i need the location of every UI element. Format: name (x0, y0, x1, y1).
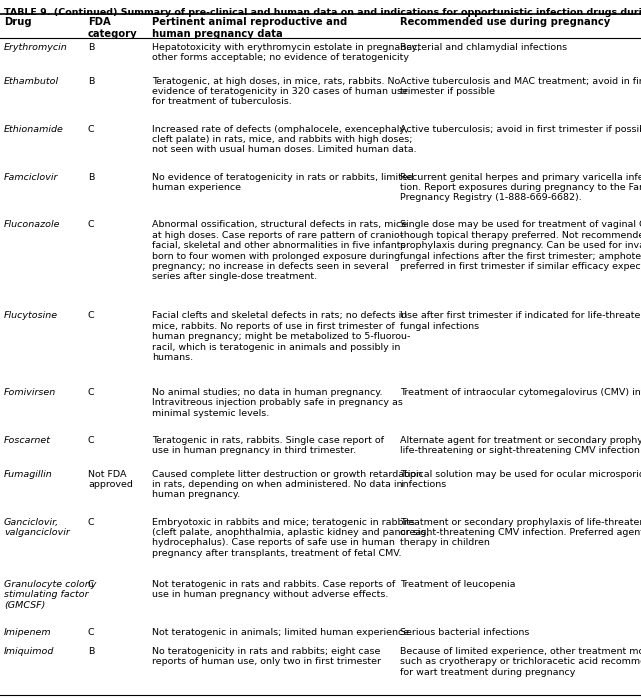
Text: Active tuberculosis and MAC treatment; avoid in first
trimester if possible: Active tuberculosis and MAC treatment; a… (400, 77, 641, 96)
Text: Pertinent animal reproductive and
human pregnancy data: Pertinent animal reproductive and human … (152, 17, 347, 38)
Text: Foscarnet: Foscarnet (4, 436, 51, 445)
Text: Imiquimod: Imiquimod (4, 647, 54, 656)
Text: Drug: Drug (4, 17, 31, 27)
Text: B: B (88, 173, 94, 182)
Text: TABLE 9. (Continued) Summary of pre-clinical and human data on and indications f: TABLE 9. (Continued) Summary of pre-clin… (4, 8, 641, 17)
Text: Facial clefts and skeletal defects in rats; no defects in
mice, rabbits. No repo: Facial clefts and skeletal defects in ra… (152, 311, 410, 362)
Text: No teratogenicity in rats and rabbits; eight case
reports of human use, only two: No teratogenicity in rats and rabbits; e… (152, 647, 381, 666)
Text: C: C (88, 579, 95, 589)
Text: Ethambutol: Ethambutol (4, 77, 59, 86)
Text: C: C (88, 517, 95, 526)
Text: B: B (88, 43, 94, 52)
Text: C: C (88, 124, 95, 134)
Text: Serious bacterial infections: Serious bacterial infections (400, 628, 529, 637)
Text: Treatment of leucopenia: Treatment of leucopenia (400, 579, 515, 589)
Text: Granulocyte colony
stimulating factor
(GMCSF): Granulocyte colony stimulating factor (G… (4, 579, 96, 610)
Text: C: C (88, 311, 95, 320)
Text: Imipenem: Imipenem (4, 628, 52, 637)
Text: No evidence of teratogenicity in rats or rabbits, limited
human experience: No evidence of teratogenicity in rats or… (152, 173, 413, 192)
Text: Teratogenic, at high doses, in mice, rats, rabbits. No
evidence of teratogenicit: Teratogenic, at high doses, in mice, rat… (152, 77, 408, 106)
Text: Ganciclovir,
valganciclovir: Ganciclovir, valganciclovir (4, 517, 70, 537)
Text: Bacterial and chlamydial infections: Bacterial and chlamydial infections (400, 43, 567, 52)
Text: C: C (88, 220, 95, 229)
Text: Alternate agent for treatment or secondary prophylaxis of
life-threatening or si: Alternate agent for treatment or seconda… (400, 436, 641, 455)
Text: FDA
category: FDA category (88, 17, 138, 38)
Text: Fumagillin: Fumagillin (4, 470, 53, 479)
Text: Fomivirsen: Fomivirsen (4, 388, 56, 397)
Text: Fluconazole: Fluconazole (4, 220, 60, 229)
Text: Not FDA
approved: Not FDA approved (88, 470, 133, 489)
Text: Hepatotoxicity with erythromycin estolate in pregnancy;
other forms acceptable; : Hepatotoxicity with erythromycin estolat… (152, 43, 420, 62)
Text: Caused complete litter destruction or growth retardation
in rats, depending on w: Caused complete litter destruction or gr… (152, 470, 422, 499)
Text: Because of limited experience, other treatment modalities
such as cryotherapy or: Because of limited experience, other tre… (400, 647, 641, 677)
Text: Recommended use during pregnancy: Recommended use during pregnancy (400, 17, 610, 27)
Text: Not teratogenic in animals; limited human experience.: Not teratogenic in animals; limited huma… (152, 628, 412, 637)
Text: Topical solution may be used for ocular microsporidial
infections: Topical solution may be used for ocular … (400, 470, 641, 489)
Text: Active tuberculosis; avoid in first trimester if possible: Active tuberculosis; avoid in first trim… (400, 124, 641, 134)
Text: C: C (88, 628, 95, 637)
Text: Treatment or secondary prophylaxis of life-threatening
or sight-threatening CMV : Treatment or secondary prophylaxis of li… (400, 517, 641, 547)
Text: Increased rate of defects (omphalocele, exencephaly,
cleft palate) in rats, mice: Increased rate of defects (omphalocele, … (152, 124, 417, 154)
Text: B: B (88, 647, 94, 656)
Text: Not teratogenic in rats and rabbits. Case reports of
use in human pregnancy with: Not teratogenic in rats and rabbits. Cas… (152, 579, 395, 599)
Text: No animal studies; no data in human pregnancy.
Intravitreous injection probably : No animal studies; no data in human preg… (152, 388, 403, 418)
Text: C: C (88, 388, 95, 397)
Text: Use after first trimester if indicated for life-threatening
fungal infections: Use after first trimester if indicated f… (400, 311, 641, 331)
Text: Flucytosine: Flucytosine (4, 311, 58, 320)
Text: Abnormal ossification, structural defects in rats, mice
at high doses. Case repo: Abnormal ossification, structural defect… (152, 220, 407, 282)
Text: Erythromycin: Erythromycin (4, 43, 68, 52)
Text: Single dose may be used for treatment of vaginal Candida
though topical therapy : Single dose may be used for treatment of… (400, 220, 641, 271)
Text: Treatment of intraocular cytomegalovirus (CMV) infection: Treatment of intraocular cytomegalovirus… (400, 388, 641, 397)
Text: Ethionamide: Ethionamide (4, 124, 64, 134)
Text: Embryotoxic in rabbits and mice; teratogenic in rabbits
(cleft palate, anophthal: Embryotoxic in rabbits and mice; teratog… (152, 517, 429, 558)
Text: Famciclovir: Famciclovir (4, 173, 58, 182)
Text: C: C (88, 436, 95, 445)
Text: Recurrent genital herpes and primary varicella infec-
tion. Report exposures dur: Recurrent genital herpes and primary var… (400, 173, 641, 202)
Text: B: B (88, 77, 94, 86)
Text: Teratogenic in rats, rabbits. Single case report of
use in human pregnancy in th: Teratogenic in rats, rabbits. Single cas… (152, 436, 384, 455)
